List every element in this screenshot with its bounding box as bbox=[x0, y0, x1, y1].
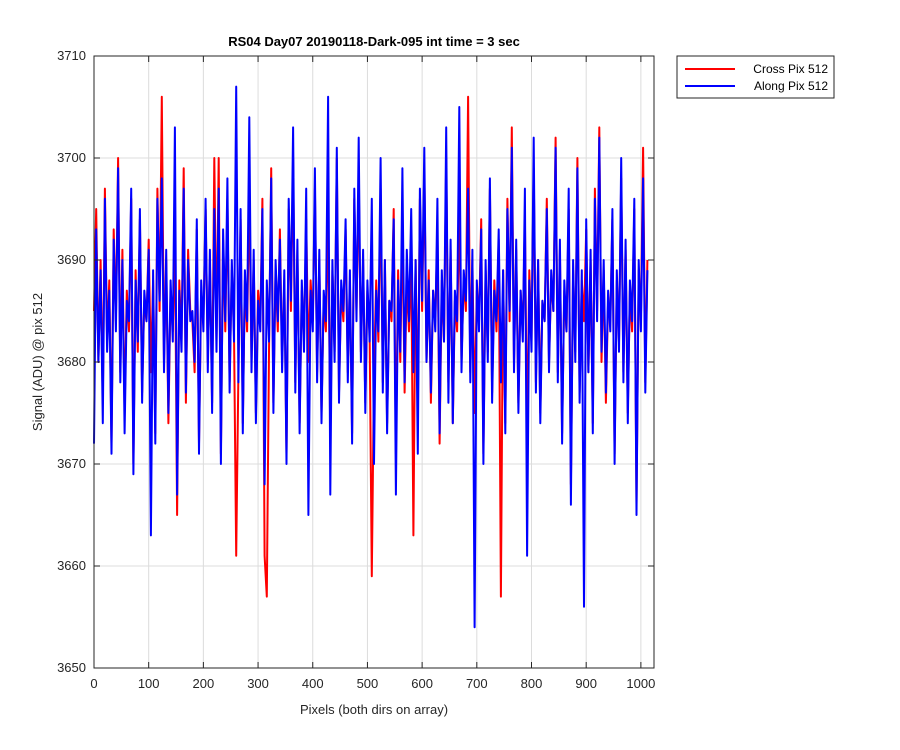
x-tick-label: 600 bbox=[411, 676, 433, 691]
x-tick-label: 500 bbox=[357, 676, 379, 691]
legend-label-along: Along Pix 512 bbox=[754, 79, 828, 93]
x-tick-label: 900 bbox=[575, 676, 597, 691]
legend-box bbox=[676, 55, 835, 99]
y-axis-label: Signal (ADU) @ pix 512 bbox=[30, 293, 45, 431]
y-tick-label: 3710 bbox=[57, 48, 86, 63]
x-axis-label: Pixels (both dirs on array) bbox=[300, 702, 448, 717]
legend: Cross Pix 512 Along Pix 512 bbox=[676, 55, 835, 99]
y-tick-label: 3670 bbox=[57, 456, 86, 471]
x-tick-label: 0 bbox=[90, 676, 97, 691]
chart-title: RS04 Day07 20190118-Dark-095 int time = … bbox=[228, 34, 520, 49]
x-tick-label: 300 bbox=[247, 676, 269, 691]
x-tick-label: 1000 bbox=[626, 676, 655, 691]
x-tick-label: 400 bbox=[302, 676, 324, 691]
series-line-along-pix-512 bbox=[93, 85, 649, 629]
x-tick-label: 200 bbox=[193, 676, 215, 691]
axis-ticks: 0 100 200 300 400 500 600 700 800 900 1000 3650 3660… bbox=[57, 48, 655, 691]
y-tick-label: 3680 bbox=[57, 354, 86, 369]
y-tick-label: 3660 bbox=[57, 558, 86, 573]
x-tick-label: 700 bbox=[466, 676, 488, 691]
y-tick-label: 3700 bbox=[57, 150, 86, 165]
series-group bbox=[93, 85, 649, 629]
x-tick-label: 800 bbox=[521, 676, 543, 691]
x-tick-label: 100 bbox=[138, 676, 160, 691]
legend-label-cross: Cross Pix 512 bbox=[753, 62, 828, 76]
y-tick-label: 3650 bbox=[57, 660, 86, 675]
y-tick-label: 3690 bbox=[57, 252, 86, 267]
